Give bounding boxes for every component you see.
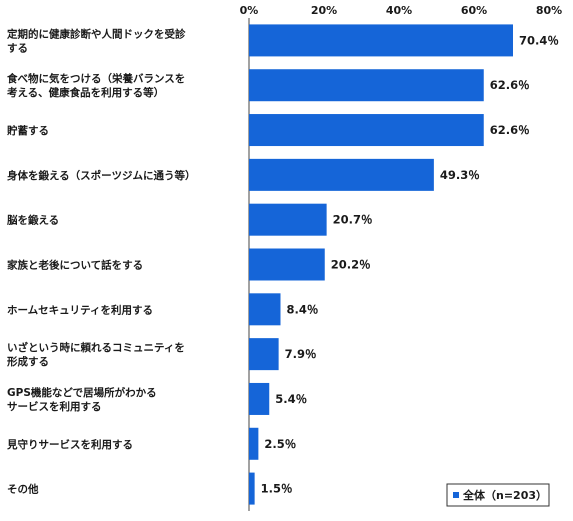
category-label: 見守りサービスを利用する xyxy=(6,438,133,451)
legend-label: 全体（n=203） xyxy=(462,488,547,502)
bar xyxy=(249,293,281,326)
bar xyxy=(249,114,484,147)
value-label: 8.4％ xyxy=(287,302,319,316)
value-label: 5.4％ xyxy=(275,392,307,406)
bar xyxy=(249,203,327,236)
legend: 全体（n=203） xyxy=(446,483,550,507)
bars xyxy=(249,24,513,505)
category-label: その他 xyxy=(7,483,39,496)
bar xyxy=(249,472,255,505)
category-label: 食べ物に気をつける（栄養バランスを考える、健康食品を利用する等） xyxy=(6,72,185,99)
value-label: 2.5％ xyxy=(264,437,296,451)
bar xyxy=(249,24,513,57)
value-label: 49.3％ xyxy=(440,168,480,182)
category-label: GPS機能などで居場所がわかるサービスを利用する xyxy=(7,386,157,413)
legend-swatch xyxy=(453,492,459,498)
category-label: 家族と老後について話をする xyxy=(7,259,143,272)
category-label: 定期的に健康診断や人間ドックを受診する xyxy=(6,27,186,54)
category-label: ホームセキュリティを利用する xyxy=(7,303,153,316)
legend-box xyxy=(446,483,550,507)
bar xyxy=(249,427,259,460)
x-tick-label: 0% xyxy=(240,4,259,17)
value-label: 20.2％ xyxy=(331,258,371,272)
x-tick-label: 20% xyxy=(311,4,337,17)
value-label: 1.5％ xyxy=(261,482,293,496)
category-label: 貯蓄する xyxy=(7,124,49,137)
value-label: 70.4％ xyxy=(519,33,559,47)
bar xyxy=(249,338,279,371)
value-label: 62.6％ xyxy=(490,78,530,92)
value-label: 20.7％ xyxy=(333,213,373,227)
category-label: 身体を鍛える（スポーツジムに通う等） xyxy=(7,169,195,182)
bar xyxy=(249,69,484,102)
bar xyxy=(249,382,270,415)
x-tick-label: 60% xyxy=(461,4,487,17)
x-tick-label: 40% xyxy=(386,4,412,17)
x-tick-label: 80% xyxy=(536,4,562,17)
value-label: 62.6％ xyxy=(490,123,530,137)
x-axis-ticks: 0% 20% 40% 60% 80% xyxy=(240,4,563,17)
category-label: 脳を鍛える xyxy=(7,214,59,227)
category-label: いざという時に頼れるコミュニティを形成する xyxy=(7,341,185,368)
value-labels: 70.4％ 62.6％ 62.6％ 49.3％ 20.7％ 20.2％ 8.4％ 7.9％ 5.… xyxy=(261,33,559,495)
bar xyxy=(249,158,434,191)
category-labels: 定期的に健康診断や人間ドックを受診する食べ物に気をつける（栄養バランスを考える、… xyxy=(6,27,195,495)
value-label: 7.9％ xyxy=(285,347,317,361)
bar xyxy=(249,248,325,281)
